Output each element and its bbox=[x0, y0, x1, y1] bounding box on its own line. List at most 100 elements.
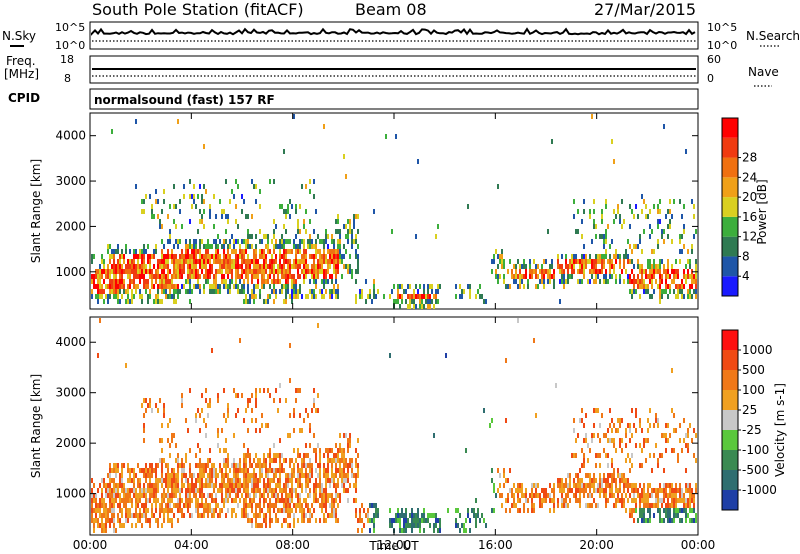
velocity-cell bbox=[155, 493, 157, 498]
power-cell bbox=[635, 279, 637, 284]
velocity-cell bbox=[421, 513, 423, 518]
power-cell bbox=[169, 234, 171, 239]
velocity-cell bbox=[317, 408, 319, 413]
velocity-cell bbox=[299, 413, 301, 418]
velocity-cell bbox=[205, 498, 207, 503]
power-cell bbox=[299, 244, 301, 249]
velocity-cell bbox=[439, 523, 441, 528]
power-cell bbox=[175, 204, 177, 209]
velocity-cell bbox=[163, 458, 165, 463]
power-cell bbox=[193, 284, 195, 289]
power-cell bbox=[687, 259, 689, 264]
power-cell bbox=[93, 279, 95, 284]
power-cell bbox=[245, 259, 247, 264]
velocity-cell bbox=[201, 408, 203, 413]
velocity-cell bbox=[231, 478, 233, 483]
velocity-cell bbox=[211, 473, 213, 478]
velocity-cell bbox=[201, 468, 203, 473]
velocity-cell bbox=[321, 498, 323, 503]
velocity-cell bbox=[211, 483, 213, 488]
velocity-cell bbox=[245, 478, 247, 483]
velocity-cell bbox=[337, 503, 339, 508]
power-cell bbox=[293, 259, 295, 264]
velocity-cell bbox=[291, 498, 293, 503]
velocity-cell bbox=[671, 448, 673, 453]
velocity-cell bbox=[617, 468, 619, 473]
power-cell bbox=[223, 279, 225, 284]
power-cell bbox=[145, 289, 147, 294]
velocity-cell bbox=[201, 513, 203, 518]
power-cell bbox=[579, 264, 581, 269]
velocity-cell bbox=[609, 423, 611, 428]
power-cell bbox=[687, 269, 689, 274]
power-cell bbox=[659, 289, 661, 294]
velocity-cell bbox=[287, 513, 289, 518]
power-cell bbox=[267, 234, 269, 239]
power-cell bbox=[245, 269, 247, 274]
power-cell bbox=[201, 269, 203, 274]
power-cell bbox=[653, 204, 655, 209]
power-cell bbox=[129, 264, 131, 269]
velocity-cell bbox=[305, 483, 307, 488]
velocity-cell bbox=[695, 433, 697, 438]
power-cell bbox=[109, 274, 111, 279]
velocity-cell bbox=[99, 503, 101, 508]
velocity-cell bbox=[247, 488, 249, 493]
velocity-cell bbox=[667, 508, 669, 513]
velocity-cell bbox=[183, 503, 185, 508]
velocity-cell bbox=[621, 448, 623, 453]
velocity-cell bbox=[157, 463, 159, 468]
velocity-cell bbox=[309, 468, 311, 473]
velocity-cell bbox=[261, 463, 263, 468]
velocity-cell bbox=[515, 503, 517, 508]
velocity-cell bbox=[247, 478, 249, 483]
velocity-cell bbox=[153, 513, 155, 518]
velocity-cell bbox=[267, 423, 269, 428]
power-cell bbox=[95, 284, 97, 289]
velocity-cell bbox=[665, 488, 667, 493]
power-cell bbox=[415, 284, 417, 289]
power-cell bbox=[235, 279, 237, 284]
power-cell bbox=[111, 284, 113, 289]
velocity-cell bbox=[323, 453, 325, 458]
power-cell bbox=[369, 294, 371, 299]
power-cell bbox=[685, 149, 687, 154]
power-cell bbox=[297, 249, 299, 254]
power-cell bbox=[347, 269, 349, 274]
power-cell bbox=[173, 204, 175, 209]
velocity-cell bbox=[305, 463, 307, 468]
velocity-cell bbox=[169, 483, 171, 488]
velocity-cell bbox=[569, 483, 571, 488]
power-cell bbox=[201, 264, 203, 269]
velocity-cell bbox=[613, 423, 615, 428]
power-cell bbox=[159, 264, 161, 269]
velocity-cell bbox=[279, 483, 281, 488]
velocity-cell bbox=[631, 453, 633, 458]
power-cell bbox=[563, 279, 565, 284]
velocity-cell bbox=[323, 468, 325, 473]
velocity-cell bbox=[131, 503, 133, 508]
power-cell bbox=[269, 269, 271, 274]
power-cell bbox=[311, 274, 313, 279]
power-cell bbox=[437, 284, 439, 289]
velocity-cell bbox=[291, 478, 293, 483]
velocity-cell bbox=[175, 443, 177, 448]
power-cell bbox=[315, 254, 317, 259]
cpid-label: CPID bbox=[8, 91, 40, 105]
velocity-cell bbox=[301, 513, 303, 518]
power-cell bbox=[125, 264, 127, 269]
velocity-cell bbox=[627, 488, 629, 493]
power-cell bbox=[283, 209, 285, 214]
power-cell bbox=[579, 259, 581, 264]
power-cell bbox=[537, 264, 539, 269]
velocity-cell bbox=[221, 468, 223, 473]
velocity-cell bbox=[185, 478, 187, 483]
power-cell bbox=[237, 269, 239, 274]
power-cell bbox=[263, 284, 265, 289]
power-cell bbox=[145, 284, 147, 289]
power-cell bbox=[629, 259, 631, 264]
velocity-cell bbox=[369, 518, 371, 523]
power-cell bbox=[577, 259, 579, 264]
power-cell bbox=[133, 264, 135, 269]
power-cell bbox=[209, 264, 211, 269]
